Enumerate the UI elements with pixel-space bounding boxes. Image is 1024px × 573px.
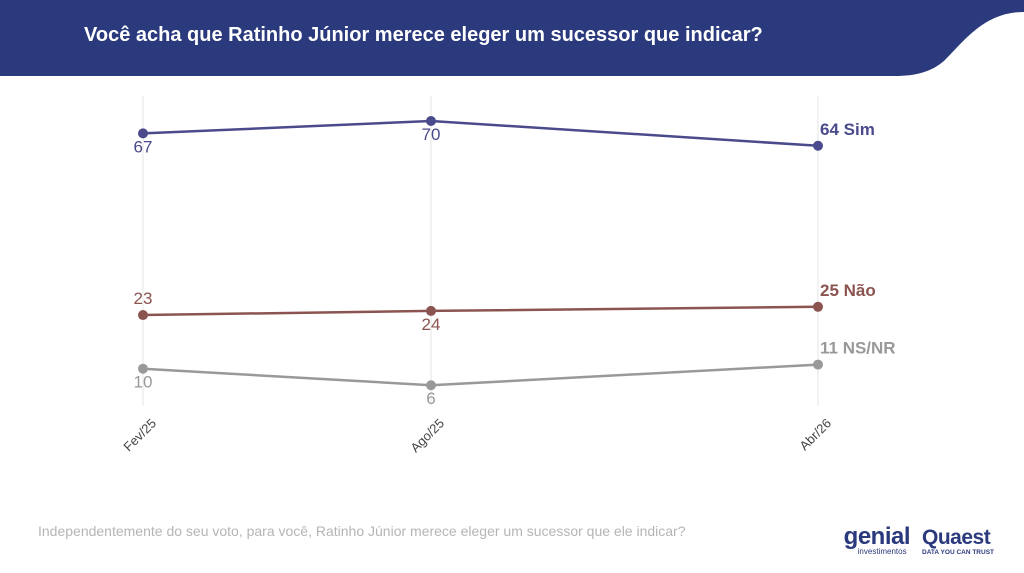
quaest-logo: Quaest DATA YOU CAN TRUST [922,525,994,556]
data-label: 23 [134,289,153,308]
data-label: 70 [422,125,441,144]
data-point [813,140,823,151]
series-line-1 [142,305,819,317]
series-end-label: 25 Não [820,281,876,300]
data-label: 6 [426,389,435,408]
data-point [426,380,436,391]
data-point [813,301,823,312]
line-chart: Fev/25 Ago/25 Abr/26 67 70 64 Sim 23 24 25 Não 10… [120,96,896,456]
data-label: 24 [422,315,441,334]
page-title: Você acha que Ratinho Júnior merece eleg… [84,24,763,46]
data-label: 67 [134,137,153,156]
x-tick-label: Abr/26 [796,416,834,454]
header-band [0,0,1024,76]
data-point [426,116,436,126]
data-point [138,128,148,139]
question-footnote: Independentemente do seu voto, para você… [38,523,686,539]
series-end-label: 64 Sim [820,120,875,139]
data-point [138,363,148,374]
x-tick-label: Fev/25 [120,416,159,455]
data-label: 10 [134,373,153,392]
data-point [138,310,148,321]
series-line-0 [142,119,819,148]
data-point [813,359,823,370]
x-tick-label: Ago/25 [407,416,447,456]
series-line-2 [142,363,819,387]
logos: genial investimentos Quaest DATA YOU CAN… [844,520,994,556]
data-point [426,305,436,316]
genial-logo: genial investimentos [843,523,911,556]
series-end-label: 11 NS/NR [820,339,896,358]
